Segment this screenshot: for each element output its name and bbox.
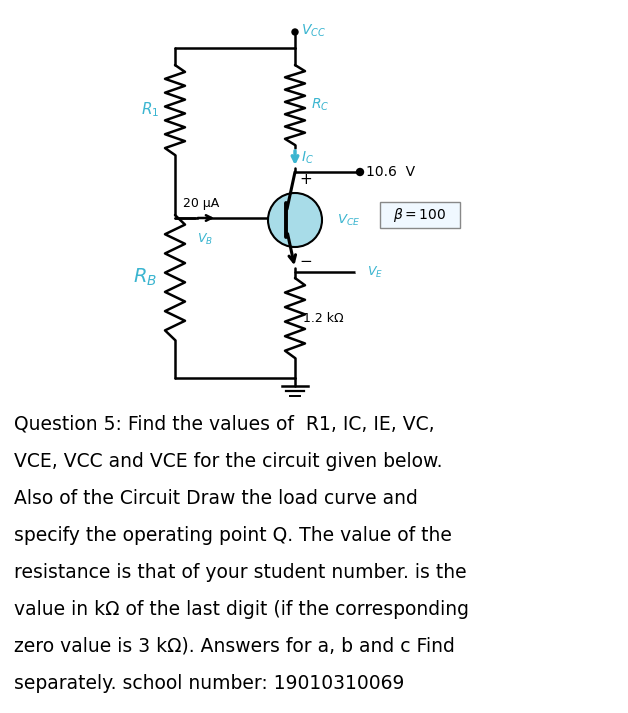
- Text: value in kΩ of the last digit (if the corresponding: value in kΩ of the last digit (if the co…: [14, 600, 469, 619]
- Circle shape: [200, 215, 207, 222]
- Text: $R_B$: $R_B$: [133, 267, 157, 288]
- Text: $V_B$: $V_B$: [197, 232, 213, 247]
- Text: $V_E$: $V_E$: [367, 265, 383, 279]
- Text: $R_C$: $R_C$: [311, 97, 330, 113]
- Text: resistance is that of your student number. is the: resistance is that of your student numbe…: [14, 563, 467, 582]
- Text: +: +: [299, 173, 311, 188]
- Text: $V_{CC}$: $V_{CC}$: [301, 23, 326, 39]
- Text: Also of the Circuit Draw the load curve and: Also of the Circuit Draw the load curve …: [14, 489, 418, 508]
- Text: −: −: [299, 255, 311, 270]
- Text: specify the operating point Q. The value of the: specify the operating point Q. The value…: [14, 526, 452, 545]
- Text: 20 μA: 20 μA: [183, 198, 219, 210]
- Text: zero value is 3 kΩ). Answers for a, b and c Find: zero value is 3 kΩ). Answers for a, b an…: [14, 637, 455, 656]
- Text: Question 5: Find the values of  R1, IC, IE, VC,: Question 5: Find the values of R1, IC, I…: [14, 415, 435, 434]
- Circle shape: [292, 29, 298, 35]
- Text: VCE, VCC and VCE for the circuit given below.: VCE, VCC and VCE for the circuit given b…: [14, 452, 443, 471]
- Text: $V_{CE}$: $V_{CE}$: [337, 212, 360, 227]
- Circle shape: [357, 269, 364, 275]
- FancyBboxPatch shape: [380, 202, 460, 228]
- Text: 1.2 kΩ: 1.2 kΩ: [303, 312, 344, 324]
- Text: 10.6  V: 10.6 V: [366, 165, 415, 179]
- Text: $I_C$: $I_C$: [301, 150, 314, 166]
- Circle shape: [357, 168, 364, 175]
- Text: $\beta = 100$: $\beta = 100$: [393, 206, 447, 224]
- Text: separately. school number: 19010310069: separately. school number: 19010310069: [14, 674, 404, 693]
- Circle shape: [268, 193, 322, 247]
- Text: $R_1$: $R_1$: [141, 101, 159, 119]
